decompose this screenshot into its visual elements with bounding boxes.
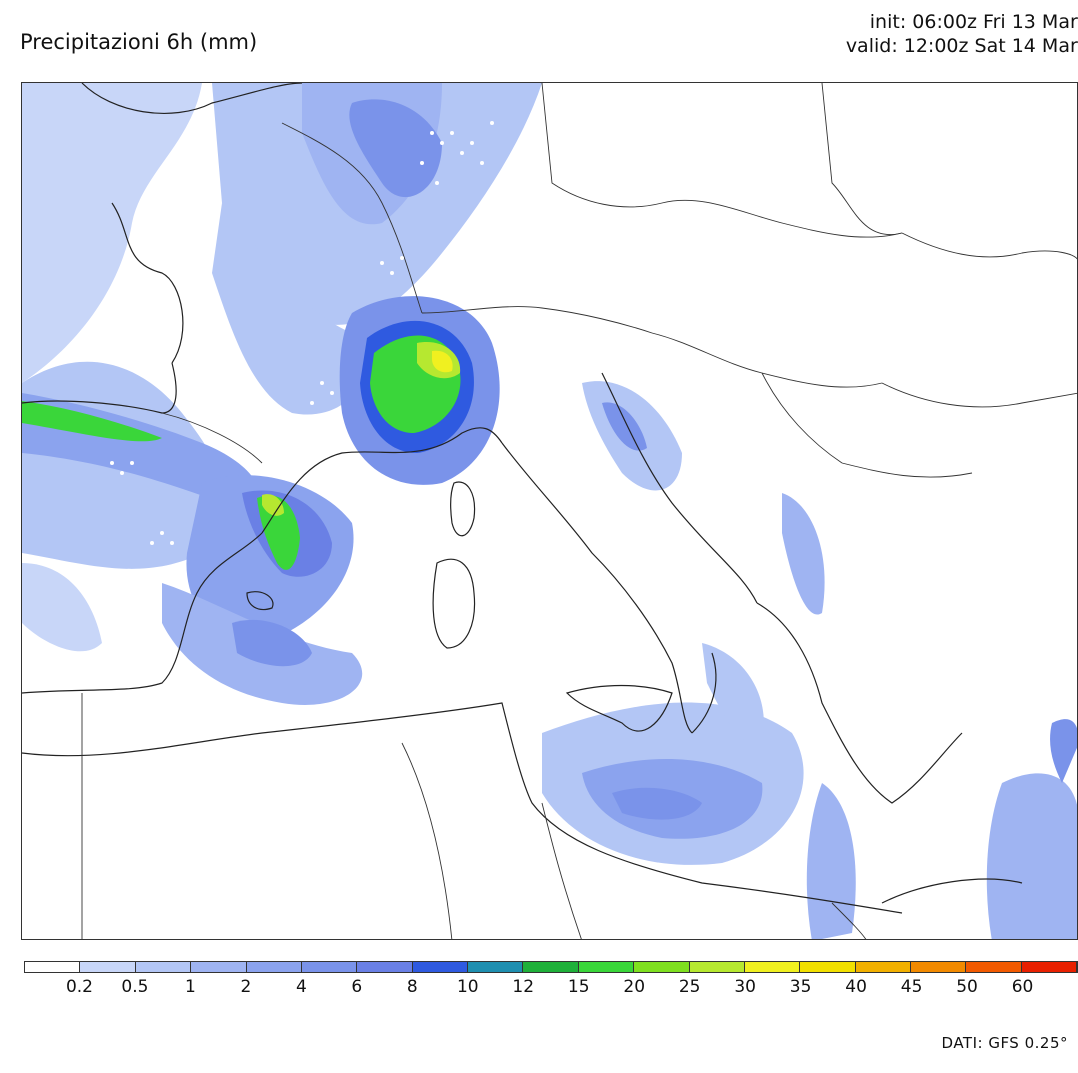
scale-tick-label: 2 — [240, 977, 252, 997]
color-swatch — [412, 962, 468, 972]
scale-tick-label: 4 — [295, 977, 307, 997]
color-swatch — [25, 962, 81, 972]
scale-tick-label: 45 — [900, 977, 923, 997]
color-swatch — [80, 962, 136, 972]
valid-time: valid: 12:00z Sat 14 Mar 20 — [845, 35, 1078, 57]
precip-field — [22, 83, 1077, 939]
scale-tick-label: 8 — [406, 977, 418, 997]
color-swatch — [246, 962, 302, 972]
scale-tick-label: 35 — [789, 977, 812, 997]
precipitation-map — [21, 82, 1078, 940]
scale-tick-label: 6 — [351, 977, 363, 997]
scale-tick-label: 40 — [845, 977, 867, 997]
stipple-marks — [110, 121, 544, 545]
scale-tick-label: 60 — [1011, 977, 1034, 997]
scale-tick-label: 12 — [512, 977, 535, 997]
scale-tick-label: 0.2 — [65, 977, 93, 997]
color-swatch — [966, 962, 1022, 972]
scale-tick-label: 15 — [567, 977, 590, 997]
scale-tick-label: 20 — [623, 977, 646, 997]
color-swatch — [357, 962, 413, 972]
color-swatch — [800, 962, 856, 972]
color-swatch — [855, 962, 911, 972]
run-info: init: 06:00z Fri 13 Mar 20 valid: 12:00z… — [846, 10, 1078, 58]
map-title: Precipitazioni 6h (mm) — [20, 30, 258, 54]
scale-tick-label: 50 — [956, 977, 978, 997]
color-scale-labels: 0.2 0.5 1 2 4 6 8 10 12 15 20 25 30 35 40 45 50 60 — [24, 977, 1078, 999]
color-swatch — [135, 962, 192, 972]
init-time: init: 06:00z Fri 13 Mar 20 — [869, 11, 1078, 33]
color-swatch — [523, 962, 579, 972]
scale-tick-label: 0.5 — [121, 977, 149, 997]
coastlines — [22, 83, 1023, 914]
scale-tick-label: 1 — [184, 977, 196, 997]
color-swatch — [468, 962, 524, 972]
color-scale-bar — [24, 961, 1078, 973]
color-swatch — [191, 962, 247, 972]
color-swatch — [689, 962, 745, 972]
color-swatch — [578, 962, 635, 972]
map-canvas — [22, 83, 1077, 939]
color-swatch — [634, 962, 690, 972]
borders — [81, 83, 1077, 939]
scale-tick-label: 25 — [678, 977, 701, 997]
color-swatch — [301, 962, 358, 972]
data-source-credit: DATI: GFS 0.25° — [941, 1034, 1068, 1052]
scale-tick-label: 30 — [734, 977, 756, 997]
color-swatch — [911, 962, 967, 972]
color-swatch — [744, 962, 801, 972]
scale-tick-label: 10 — [456, 977, 479, 997]
color-swatch — [1021, 962, 1078, 972]
